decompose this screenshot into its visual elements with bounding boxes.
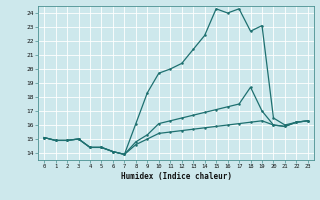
X-axis label: Humidex (Indice chaleur): Humidex (Indice chaleur) [121,172,231,181]
